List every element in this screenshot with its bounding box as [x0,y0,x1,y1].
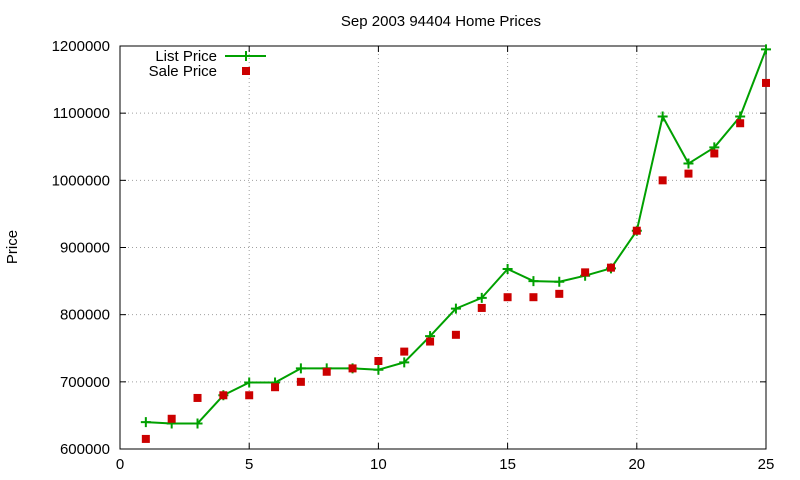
sale-price-point [762,78,770,87]
y-tick-label: 800000 [60,307,110,324]
sale-price-point [477,303,486,312]
list-price-point [502,263,513,274]
list-price-point [373,364,384,375]
y-tick-label: 1200000 [52,38,110,55]
series [140,44,771,443]
list-price-point [554,276,565,287]
sale-price-point [684,169,693,178]
x-tick-label: 15 [499,456,516,473]
sale-price-point [529,293,538,302]
y-tick-label: 900000 [60,240,110,257]
x-tick-label: 20 [628,456,645,473]
y-tick-label: 1000000 [52,172,110,189]
sale-price-point [400,347,409,356]
series-sale-price [141,78,770,443]
sale-price-point [581,268,590,277]
sale-price-point [193,393,202,402]
sale-price-point [710,149,719,158]
sale-price-point [219,391,228,400]
sale-price-point [503,293,512,302]
y-tick-label: 1100000 [53,105,110,122]
sale-price-point [658,176,667,185]
list-price-point [399,357,410,368]
sale-price-point [374,357,383,366]
x-tick-label: 0 [116,456,124,473]
list-price-point [295,363,306,374]
legend-entry-sale-price: Sale Price [149,63,217,80]
x-tick-label: 5 [245,456,253,473]
list-price-point [761,44,771,55]
legend: List Price Sale Price [149,48,266,80]
grid [120,46,766,449]
y-axis-label: Price [4,230,21,264]
list-price-point [244,377,255,388]
list-price-point [192,418,203,429]
y-tick-label: 600000 [60,441,110,458]
series-list-price [140,44,771,429]
sale-price-point [348,364,357,373]
list-price-point [683,158,694,169]
sale-price-point [322,367,331,376]
list-price-point [528,276,539,287]
sale-price-point [296,377,305,386]
sale-price-point [555,289,564,298]
y-tick-label: 700000 [60,374,110,391]
list-price-point [450,303,461,314]
sale-price-point [167,414,176,423]
x-tick-label: 10 [370,456,387,473]
sale-price-point [632,226,641,235]
list-price-point [476,292,487,303]
legend-sale-price-marker [242,67,250,75]
x-tick-label: 25 [758,456,775,473]
list-price-line [145,48,767,425]
sale-price-point [736,119,745,128]
sale-price-point [245,391,254,400]
sale-price-point [451,330,460,339]
sale-price-point [426,337,435,346]
legend-entry-list-price: List Price [155,48,217,65]
sale-price-point [606,263,615,272]
sale-price-point [271,383,280,392]
sale-price-point [141,434,150,443]
chart-title: Sep 2003 94404 Home Prices [341,13,541,30]
list-price-point [657,111,668,122]
legend-list-price-marker [241,51,251,61]
axis-ticks: 0 5 10 15 20 25 600000 700000 800000 900000 100000… [52,38,775,473]
list-price-point [140,417,151,428]
